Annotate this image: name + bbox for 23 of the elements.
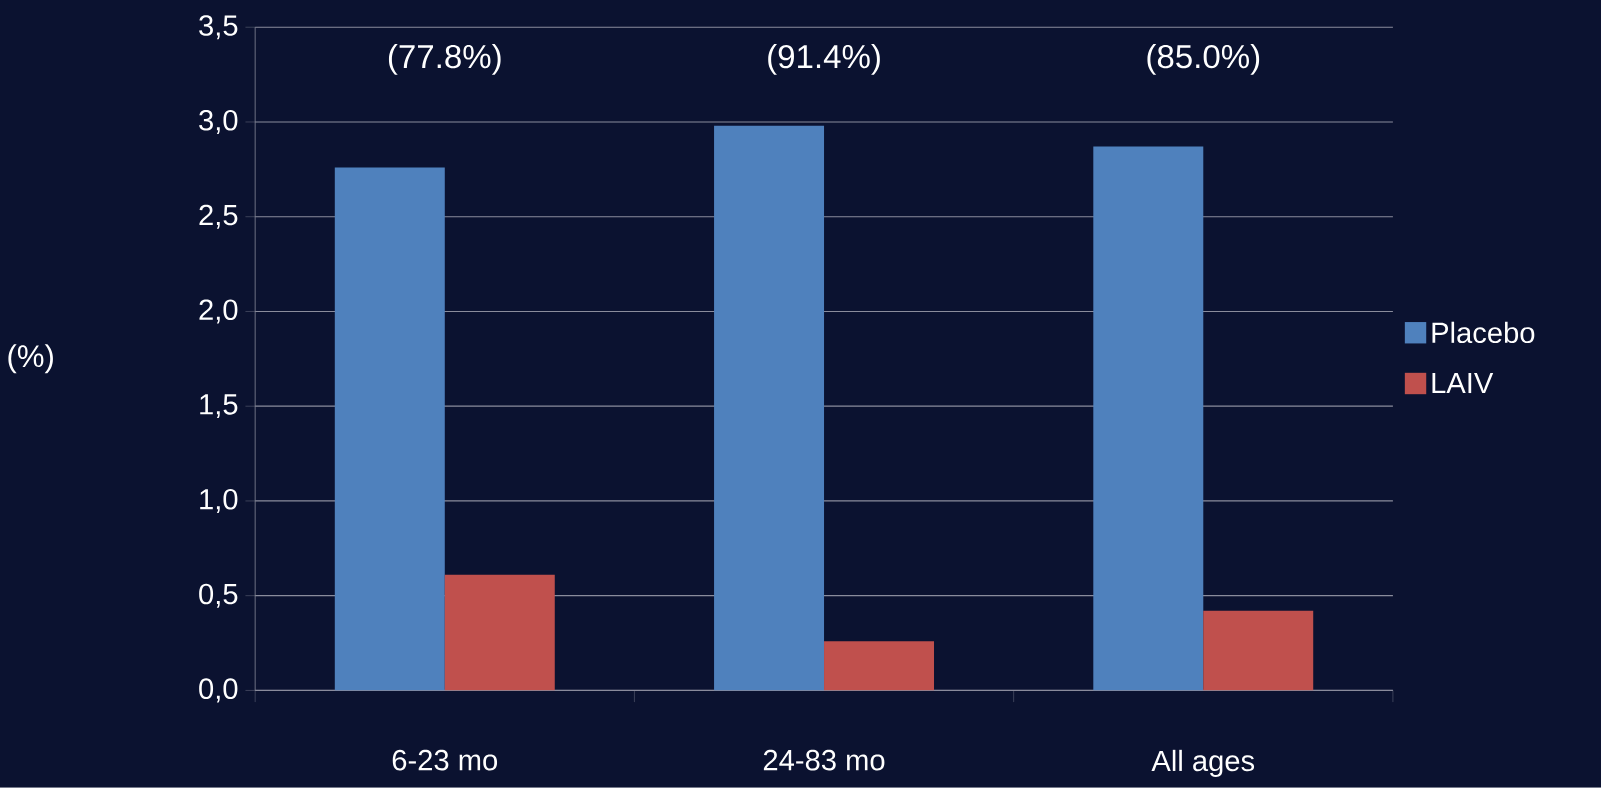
annotation: (77.8%) (388, 44, 501, 75)
y-tick-label: 2,0 (199, 299, 238, 324)
legend-label: Placebo (1432, 321, 1535, 344)
x-tick-label: All ages (1151, 749, 1255, 778)
y-axis-title: (%) (8, 344, 53, 374)
y-tick-label: 1,0 (200, 489, 238, 514)
y-tick-label: 0,5 (199, 583, 238, 608)
bar (1093, 146, 1204, 691)
bar (824, 641, 935, 691)
bar (334, 167, 445, 691)
y-tick-label: 3,0 (199, 110, 238, 135)
x-tick-label: 24-83 mo (763, 749, 885, 771)
y-tick-label: 3,5 (199, 15, 238, 40)
y-tick-label: 1,5 (200, 394, 238, 419)
bar (714, 125, 825, 691)
bar (444, 575, 555, 691)
legend-label: LAIV (1432, 373, 1494, 394)
x-tick-label: 6-23 mo (392, 749, 498, 771)
y-tick-label: 2,5 (199, 204, 238, 229)
y-tick-label: 0,0 (199, 678, 238, 703)
annotation: (91.4%) (768, 44, 880, 75)
bar (1203, 611, 1314, 691)
annotation: (85.0%) (1147, 44, 1260, 75)
